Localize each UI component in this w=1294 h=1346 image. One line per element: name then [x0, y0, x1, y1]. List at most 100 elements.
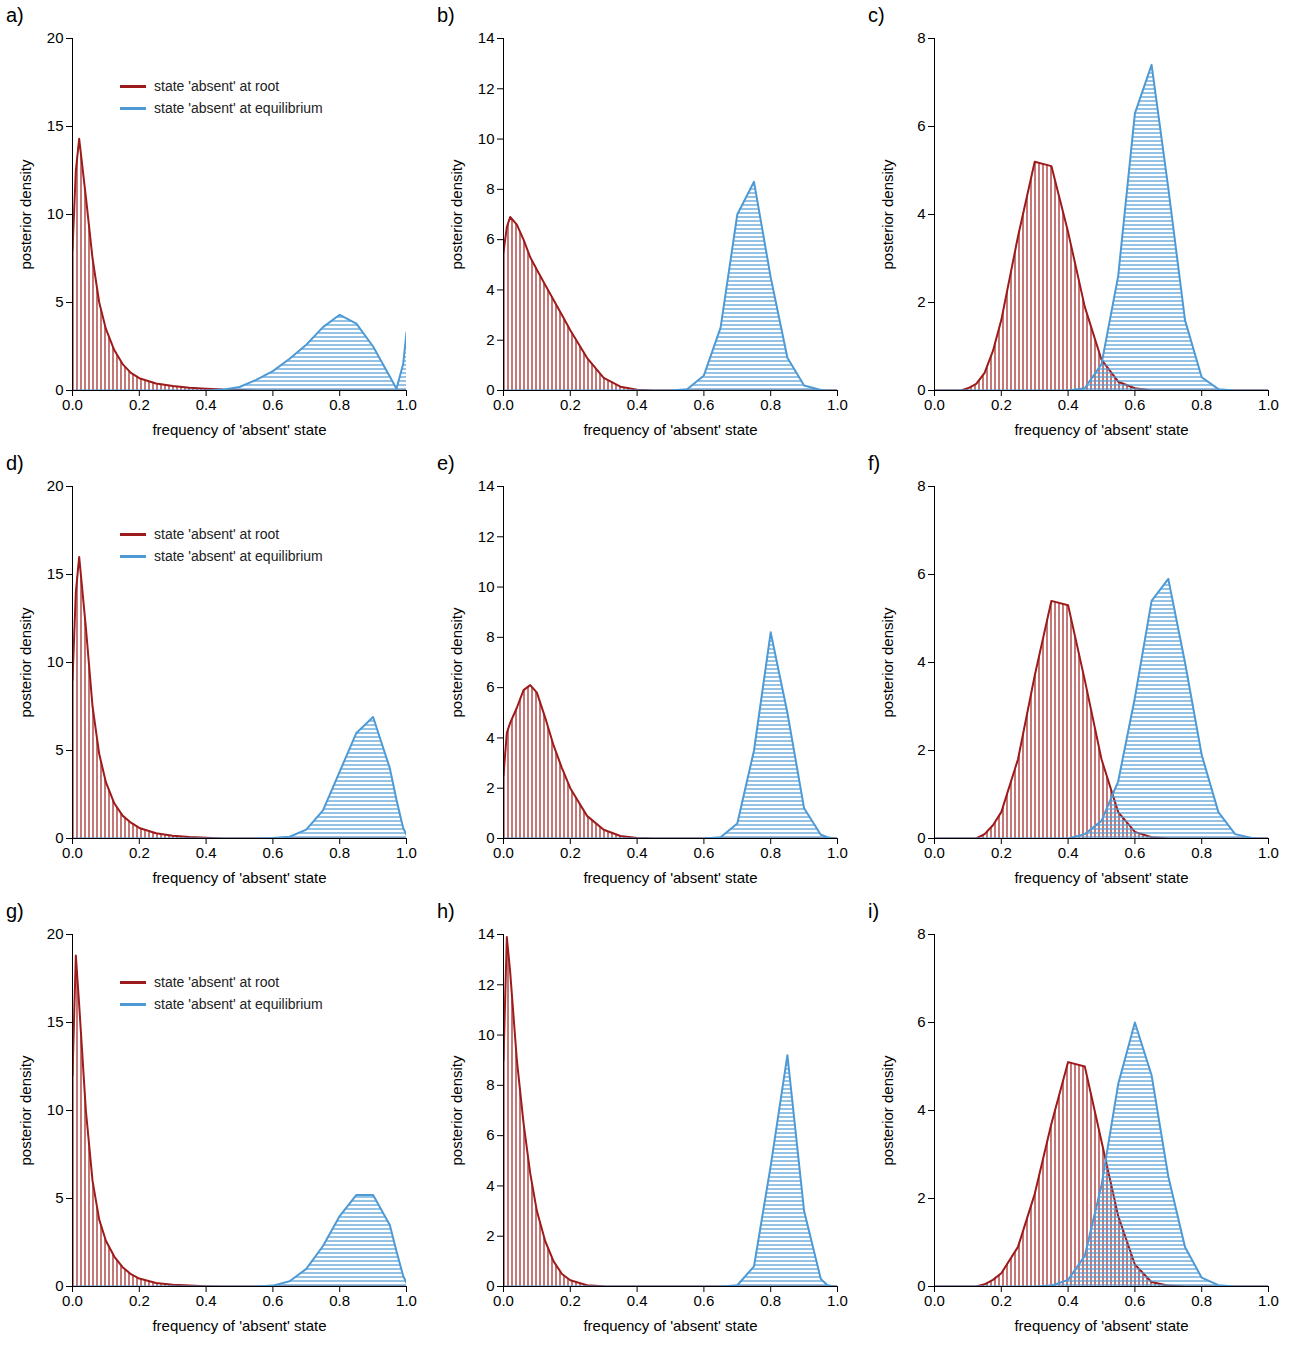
svg-text:10: 10 [47, 1101, 64, 1118]
svg-text:8: 8 [486, 628, 494, 645]
svg-text:0.8: 0.8 [760, 396, 781, 413]
svg-text:14: 14 [478, 925, 495, 942]
svg-text:8: 8 [917, 29, 925, 46]
svg-text:6: 6 [486, 230, 494, 247]
svg-text:15: 15 [47, 565, 64, 582]
svg-text:1.0: 1.0 [827, 1292, 848, 1309]
svg-text:0.4: 0.4 [627, 396, 648, 413]
svg-text:0.2: 0.2 [129, 396, 150, 413]
svg-text:0.4: 0.4 [196, 844, 217, 861]
svg-text:1.0: 1.0 [396, 1292, 417, 1309]
svg-text:1.0: 1.0 [396, 844, 417, 861]
svg-text:20: 20 [47, 925, 64, 942]
svg-text:0.6: 0.6 [693, 844, 714, 861]
svg-text:10: 10 [478, 578, 495, 595]
svg-text:12: 12 [478, 80, 495, 97]
svg-text:0.4: 0.4 [627, 844, 648, 861]
svg-text:14: 14 [478, 477, 495, 494]
svg-text:8: 8 [917, 477, 925, 494]
svg-text:4: 4 [486, 281, 494, 298]
svg-text:1.0: 1.0 [827, 844, 848, 861]
svg-text:0.6: 0.6 [262, 396, 283, 413]
svg-text:0.6: 0.6 [1124, 1292, 1145, 1309]
svg-text:0.8: 0.8 [1191, 396, 1212, 413]
svg-text:frequency of 'absent' state: frequency of 'absent' state [152, 869, 326, 886]
svg-text:10: 10 [478, 130, 495, 147]
svg-text:2: 2 [486, 1227, 494, 1244]
svg-text:6: 6 [917, 565, 925, 582]
svg-text:15: 15 [47, 1013, 64, 1030]
svg-text:2: 2 [486, 779, 494, 796]
svg-text:0.8: 0.8 [1191, 844, 1212, 861]
svg-text:frequency of 'absent' state: frequency of 'absent' state [152, 1317, 326, 1334]
svg-text:posterior density: posterior density [879, 607, 896, 718]
svg-text:0.4: 0.4 [196, 1292, 217, 1309]
svg-text:1.0: 1.0 [827, 396, 848, 413]
svg-text:0.0: 0.0 [493, 1292, 514, 1309]
svg-text:0.0: 0.0 [493, 396, 514, 413]
svg-text:0.6: 0.6 [1124, 396, 1145, 413]
svg-text:2: 2 [486, 331, 494, 348]
svg-text:0.2: 0.2 [991, 396, 1012, 413]
svg-text:0.0: 0.0 [493, 844, 514, 861]
svg-text:20: 20 [47, 477, 64, 494]
svg-text:frequency of 'absent' state: frequency of 'absent' state [583, 421, 757, 438]
svg-text:0.6: 0.6 [262, 1292, 283, 1309]
svg-text:5: 5 [55, 293, 63, 310]
svg-text:1.0: 1.0 [1258, 1292, 1279, 1309]
svg-text:0.6: 0.6 [693, 396, 714, 413]
svg-text:0.8: 0.8 [760, 1292, 781, 1309]
svg-text:4: 4 [917, 653, 925, 670]
svg-text:0.4: 0.4 [1058, 844, 1079, 861]
svg-text:1.0: 1.0 [1258, 844, 1279, 861]
svg-text:5: 5 [55, 1189, 63, 1206]
svg-text:10: 10 [47, 205, 64, 222]
svg-text:posterior density: posterior density [17, 159, 34, 270]
svg-text:20: 20 [47, 29, 64, 46]
svg-text:0.4: 0.4 [627, 1292, 648, 1309]
svg-text:8: 8 [486, 1076, 494, 1093]
svg-text:0.8: 0.8 [1191, 1292, 1212, 1309]
svg-text:8: 8 [917, 925, 925, 942]
svg-text:10: 10 [47, 653, 64, 670]
svg-text:5: 5 [55, 741, 63, 758]
svg-text:0.0: 0.0 [924, 844, 945, 861]
svg-text:posterior density: posterior density [448, 159, 465, 270]
svg-text:6: 6 [917, 117, 925, 134]
svg-text:frequency of 'absent' state: frequency of 'absent' state [1014, 869, 1188, 886]
svg-text:4: 4 [917, 205, 925, 222]
svg-text:posterior density: posterior density [448, 607, 465, 718]
svg-text:2: 2 [917, 1189, 925, 1206]
svg-text:0.8: 0.8 [329, 1292, 350, 1309]
svg-text:frequency of 'absent' state: frequency of 'absent' state [152, 421, 326, 438]
svg-text:6: 6 [917, 1013, 925, 1030]
svg-text:0.0: 0.0 [62, 844, 83, 861]
svg-text:0.2: 0.2 [129, 844, 150, 861]
svg-text:frequency of 'absent' state: frequency of 'absent' state [1014, 1317, 1188, 1334]
svg-text:0.6: 0.6 [1124, 844, 1145, 861]
svg-text:1.0: 1.0 [1258, 396, 1279, 413]
svg-text:2: 2 [917, 293, 925, 310]
svg-text:14: 14 [478, 29, 495, 46]
svg-text:0.0: 0.0 [62, 396, 83, 413]
svg-text:6: 6 [486, 678, 494, 695]
svg-text:frequency of 'absent' state: frequency of 'absent' state [583, 1317, 757, 1334]
svg-text:0.2: 0.2 [129, 1292, 150, 1309]
svg-text:0.8: 0.8 [329, 396, 350, 413]
svg-text:12: 12 [478, 528, 495, 545]
svg-text:0.2: 0.2 [560, 844, 581, 861]
svg-text:frequency of 'absent' state: frequency of 'absent' state [583, 869, 757, 886]
svg-text:8: 8 [486, 180, 494, 197]
svg-text:0.0: 0.0 [924, 1292, 945, 1309]
svg-text:0.2: 0.2 [560, 396, 581, 413]
svg-text:4: 4 [486, 729, 494, 746]
svg-text:0.4: 0.4 [196, 396, 217, 413]
svg-text:0.2: 0.2 [991, 844, 1012, 861]
svg-text:4: 4 [486, 1177, 494, 1194]
svg-text:0.6: 0.6 [693, 1292, 714, 1309]
svg-text:posterior density: posterior density [17, 607, 34, 718]
svg-text:0.8: 0.8 [760, 844, 781, 861]
svg-text:posterior density: posterior density [879, 159, 896, 270]
svg-text:0.2: 0.2 [560, 1292, 581, 1309]
svg-text:0.4: 0.4 [1058, 396, 1079, 413]
